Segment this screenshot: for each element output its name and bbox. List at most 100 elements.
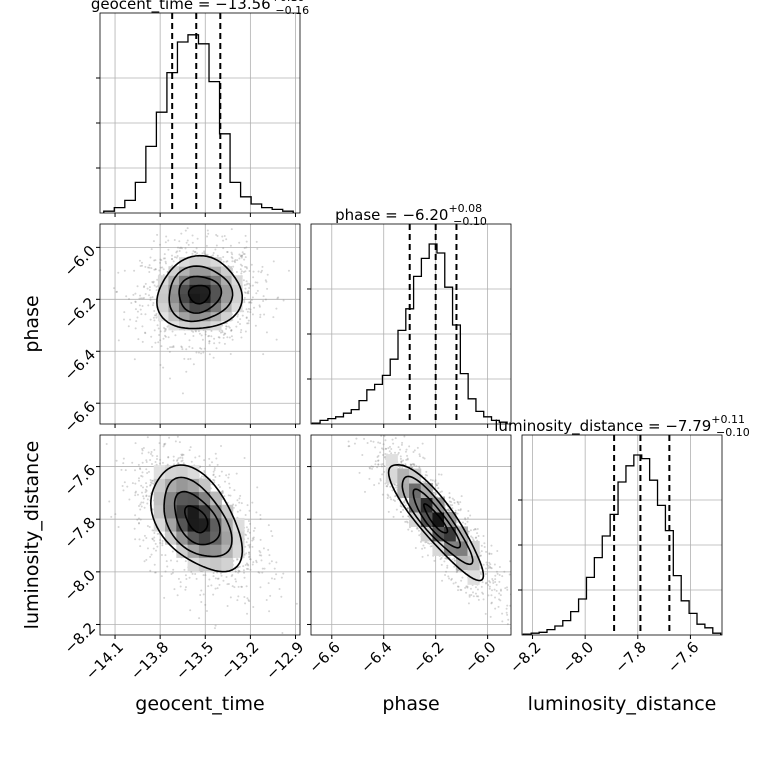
sample-point — [155, 285, 158, 288]
sample-point — [423, 546, 426, 549]
sample-point — [477, 595, 480, 598]
sample-point — [447, 508, 450, 511]
sample-point — [273, 567, 276, 570]
sample-point — [130, 301, 133, 304]
sample-point — [474, 586, 477, 589]
sample-point — [405, 520, 408, 523]
sample-point — [393, 483, 396, 486]
sample-point — [239, 318, 242, 321]
sample-point — [249, 308, 252, 311]
contour-level-1 — [184, 505, 209, 534]
sample-point — [494, 596, 497, 599]
sample-point — [424, 473, 427, 476]
x-tick-label: −6.0 — [461, 638, 499, 676]
sample-point — [121, 485, 124, 488]
contour-level-2 — [178, 275, 223, 314]
sample-point — [364, 490, 367, 493]
sample-point — [399, 510, 402, 513]
density-cell — [232, 544, 245, 558]
sample-point — [213, 627, 216, 630]
sample-point — [506, 613, 509, 616]
sample-point — [238, 570, 241, 573]
y-axis-label-luminosity_distance: luminosity_distance — [21, 441, 43, 630]
sample-point — [202, 593, 205, 596]
sample-point — [460, 495, 463, 498]
sample-point — [381, 462, 384, 465]
sample-point — [162, 268, 165, 271]
sample-point — [451, 558, 454, 561]
density-cell — [189, 266, 201, 276]
sample-point — [180, 346, 183, 349]
sample-point — [464, 517, 467, 520]
sample-point — [397, 446, 400, 449]
x-tick-label: −14.1 — [82, 638, 127, 683]
sample-point — [208, 334, 211, 337]
sample-point — [148, 286, 151, 289]
sample-point — [194, 250, 197, 253]
density-cell — [157, 311, 169, 322]
sample-point — [200, 475, 203, 478]
sample-point — [171, 264, 174, 267]
sample-point — [428, 542, 431, 545]
sample-point — [415, 527, 418, 530]
sample-point — [400, 461, 403, 464]
sample-point — [377, 454, 380, 457]
sample-point — [195, 351, 198, 354]
sample-point — [448, 492, 451, 495]
sample-point — [213, 479, 216, 482]
sample-point — [141, 471, 144, 474]
sample-point — [159, 330, 162, 333]
density-cell — [198, 517, 211, 532]
sample-point — [241, 314, 244, 317]
sample-point — [250, 298, 253, 301]
sample-point — [369, 440, 372, 443]
sample-point — [380, 435, 383, 437]
sample-point — [256, 289, 259, 292]
sample-point — [149, 298, 152, 301]
sample-point — [185, 251, 188, 254]
sample-point — [156, 532, 159, 535]
sample-point — [517, 615, 519, 617]
sample-point — [229, 596, 232, 599]
sample-point — [243, 596, 246, 599]
sample-point — [448, 496, 451, 499]
sample-point — [406, 507, 409, 510]
x-axis-label-phase: phase — [382, 693, 439, 715]
sample-point — [263, 313, 266, 316]
sample-point — [265, 599, 268, 602]
sample-point — [146, 471, 149, 474]
panel-frame — [99, 434, 301, 636]
sample-point — [153, 268, 156, 271]
sample-point — [147, 266, 150, 269]
sample-point — [266, 287, 269, 290]
panel-frame — [521, 434, 723, 636]
sample-point — [426, 474, 429, 477]
panel-title-luminosity_distance: luminosity_distance = −7.79+0.11 −0.10 — [494, 413, 749, 439]
density-cell — [153, 478, 166, 493]
sample-point — [240, 255, 243, 258]
density-cell — [221, 311, 233, 322]
sample-point — [386, 493, 389, 496]
sample-point — [249, 543, 252, 546]
sample-point — [151, 345, 154, 348]
sample-point — [137, 338, 140, 341]
sample-point — [166, 347, 169, 350]
density-cell — [232, 517, 245, 532]
sample-point — [214, 248, 217, 251]
sample-point — [213, 342, 216, 345]
sample-point — [136, 310, 139, 313]
sample-point — [248, 553, 251, 556]
sample-point — [363, 418, 365, 420]
sample-point — [126, 485, 129, 488]
sample-point — [230, 335, 233, 338]
contour-level-2 — [173, 490, 221, 546]
sample-point — [220, 445, 223, 448]
density-cell — [176, 491, 189, 506]
sample-point — [180, 460, 183, 463]
sample-point — [405, 448, 408, 451]
sample-point — [256, 486, 259, 489]
sample-point — [184, 333, 187, 336]
sample-point — [365, 420, 367, 422]
sample-point — [207, 335, 210, 338]
